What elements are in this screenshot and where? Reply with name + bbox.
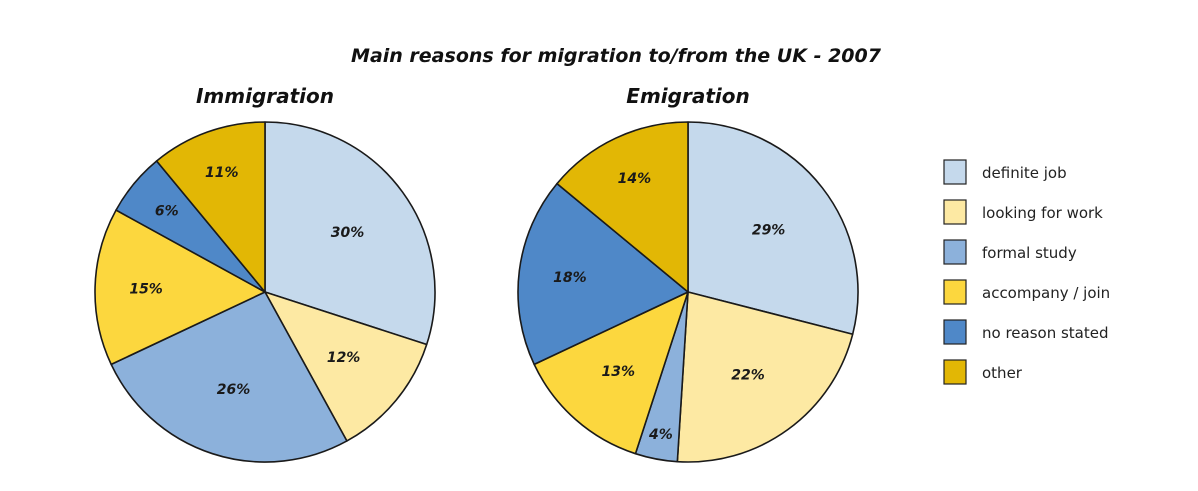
pie-immigration: Immigration 30% 12% 26% 15% 6% 11% — [94, 84, 436, 463]
slice-label-emigration-formal-study: 4% — [648, 427, 673, 443]
slice-label-immigration-other: 11% — [205, 165, 239, 181]
legend-label-no-reason-stated: no reason stated — [982, 324, 1109, 342]
legend-label-looking-for-work: looking for work — [982, 204, 1103, 222]
pie-immigration-labels: 30% 12% 26% 15% 6% 11% — [129, 165, 364, 398]
legend-label-definite-job: definite job — [982, 164, 1067, 182]
slice-label-emigration-other: 14% — [618, 171, 652, 187]
slice-label-immigration-looking-for-work: 12% — [327, 350, 361, 366]
pie-title-immigration: Immigration — [196, 84, 334, 108]
slice-label-immigration-accompany-join: 15% — [129, 281, 163, 297]
pie-slice-emigration-definite-job — [687, 121, 859, 336]
pie-slice-immigration-other — [155, 121, 266, 293]
slice-label-immigration-formal-study: 26% — [217, 382, 251, 398]
pie-title-emigration: Emigration — [626, 84, 749, 108]
legend-swatch-looking-for-work — [943, 199, 967, 225]
pie-emigration: Emigration 29% 22% 4% 13% 18% 14% — [517, 84, 859, 463]
pie-slice-emigration-other — [556, 121, 689, 293]
pie-slice-emigration-looking-for-work — [676, 291, 854, 463]
legend-label-other: other — [982, 364, 1023, 382]
pie-slice-immigration-looking-for-work — [264, 291, 428, 442]
legend-swatch-no-reason-stated — [943, 319, 967, 345]
pie-slice-immigration-definite-job — [264, 121, 436, 346]
pie-emigration-slices — [517, 121, 859, 463]
legend-swatch-formal-study — [943, 239, 967, 265]
pie-slice-emigration-no-reason-stated — [517, 182, 689, 366]
legend-label-accompany-join: accompany / join — [982, 284, 1110, 302]
pie-immigration-slices — [94, 121, 436, 463]
slice-label-immigration-no-reason-stated: 6% — [155, 204, 179, 220]
legend-swatch-other — [943, 359, 967, 385]
pie-emigration-labels: 29% 22% 4% 13% 18% 14% — [553, 171, 785, 443]
legend-swatch-accompany-join — [943, 279, 967, 305]
pie-slice-emigration-accompany-join — [533, 291, 689, 455]
legend-label-formal-study: formal study — [982, 244, 1077, 262]
slice-label-emigration-definite-job: 29% — [752, 223, 786, 239]
pie-slice-immigration-formal-study — [110, 291, 348, 463]
chart-title: Main reasons for migration to/from the U… — [351, 45, 882, 67]
slice-label-emigration-no-reason-stated: 18% — [553, 270, 587, 286]
legend: definite job looking for work formal study… — [943, 159, 1110, 385]
slice-label-emigration-looking-for-work: 22% — [731, 368, 765, 384]
legend-swatch-definite-job — [943, 159, 967, 185]
pie-slice-immigration-accompany-join — [94, 209, 266, 366]
slice-label-immigration-definite-job: 30% — [331, 225, 365, 241]
slice-label-emigration-accompany-join: 13% — [602, 364, 636, 380]
